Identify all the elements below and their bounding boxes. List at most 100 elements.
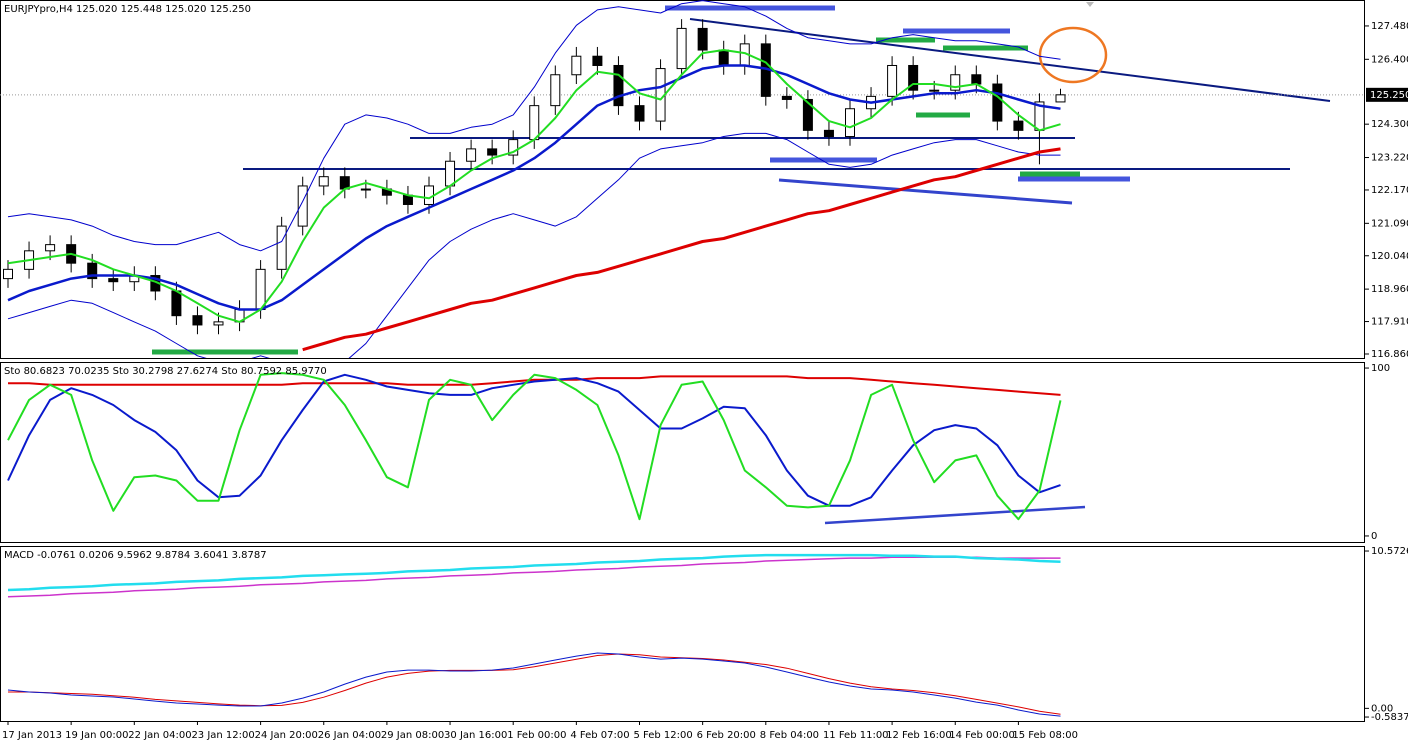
y-tick-label: 0 bbox=[1371, 531, 1377, 542]
indicator-line bbox=[7, 132, 1061, 358]
y-tick-label: 124.300 bbox=[1371, 119, 1408, 130]
candle-body bbox=[45, 244, 56, 252]
candle-body bbox=[950, 74, 961, 91]
candle-body bbox=[802, 98, 813, 131]
candle-body bbox=[887, 64, 898, 97]
candle-body bbox=[192, 315, 203, 326]
y-tick-label: 100 bbox=[1371, 363, 1390, 374]
main-frame bbox=[0, 0, 1365, 359]
last-price-label: 125.250 bbox=[1370, 90, 1408, 101]
x-tick-label: 15 Feb 08:00 bbox=[1012, 730, 1078, 741]
candle-body bbox=[360, 188, 371, 191]
candle-body bbox=[87, 262, 98, 280]
panel-title: MACD -0.0761 0.0206 9.5962 9.8784 3.6041… bbox=[4, 550, 267, 561]
y-tick-label: 116.860 bbox=[1371, 349, 1408, 360]
candle-body bbox=[1055, 94, 1066, 103]
shift-marker bbox=[1086, 2, 1094, 7]
x-tick-label: 24 Jan 20:00 bbox=[255, 730, 318, 741]
candle-body bbox=[697, 27, 708, 51]
candle-body bbox=[466, 148, 477, 162]
x-tick-label: 19 Jan 00:00 bbox=[65, 730, 128, 741]
candle-body bbox=[592, 55, 603, 66]
panel bbox=[0, 0, 1365, 358]
y-tick-label: 121.090 bbox=[1371, 218, 1408, 229]
y-tick-label: 122.170 bbox=[1371, 185, 1408, 196]
stochastic-frame bbox=[0, 362, 1365, 543]
trendline bbox=[824, 505, 1086, 525]
candle-body bbox=[908, 64, 919, 91]
x-tick-label: 4 Feb 07:00 bbox=[570, 730, 629, 741]
y-tick-label: 118.960 bbox=[1371, 284, 1408, 295]
indicator-line bbox=[7, 64, 1061, 311]
x-tick-label: 14 Feb 00:00 bbox=[949, 730, 1015, 741]
indicator-line bbox=[7, 373, 1061, 507]
candle-body bbox=[276, 225, 287, 270]
candle-body bbox=[1013, 120, 1024, 131]
panel bbox=[7, 372, 1062, 521]
x-tick-label: 8 Feb 04:00 bbox=[760, 730, 819, 741]
x-tick-label: 5 Feb 12:00 bbox=[634, 730, 693, 741]
panel bbox=[7, 553, 1061, 717]
candle-body bbox=[108, 278, 119, 283]
candle-body bbox=[424, 185, 434, 205]
candle-body bbox=[297, 185, 308, 227]
candle-body bbox=[992, 83, 1003, 122]
indicator-line bbox=[7, 556, 1061, 598]
x-tick-label: 22 Jan 04:00 bbox=[128, 730, 191, 741]
x-tick-label: 23 Jan 12:00 bbox=[191, 730, 254, 741]
y-tick-label: 117.910 bbox=[1371, 317, 1408, 328]
candle-body bbox=[508, 139, 519, 156]
y-tick-label: -0.5837 bbox=[1371, 712, 1408, 723]
candle-body bbox=[781, 95, 792, 100]
candle-body bbox=[845, 108, 855, 138]
candle-body bbox=[929, 89, 940, 92]
y-tick-label: 126.400 bbox=[1371, 54, 1408, 65]
x-tick-label: 26 Jan 04:00 bbox=[318, 730, 381, 741]
candle-body bbox=[613, 64, 624, 107]
indicator-line bbox=[7, 652, 1061, 717]
y-tick-label: 123.220 bbox=[1371, 153, 1408, 164]
candle-body bbox=[487, 148, 498, 156]
x-tick-label: 30 Jan 16:00 bbox=[444, 730, 507, 741]
candle-body bbox=[676, 27, 687, 70]
highlight-circle bbox=[1038, 26, 1108, 84]
candle-body bbox=[550, 74, 561, 107]
candle-body bbox=[3, 268, 13, 280]
candle-body bbox=[171, 290, 182, 317]
x-tick-label: 11 Feb 11:00 bbox=[823, 730, 889, 741]
x-tick-label: 1 Feb 00:00 bbox=[507, 730, 566, 741]
macd-frame bbox=[0, 546, 1365, 722]
y-tick-label: 0.00 bbox=[1371, 703, 1393, 714]
candle-body bbox=[529, 105, 540, 141]
indicator-line bbox=[302, 147, 1061, 352]
candle-body bbox=[213, 321, 224, 326]
last-price-box bbox=[1366, 87, 1408, 102]
y-tick-label: 127.480 bbox=[1371, 21, 1408, 32]
indicator-line bbox=[8, 375, 1061, 396]
y-tick-label: 120.040 bbox=[1371, 251, 1408, 262]
indicator-line bbox=[8, 653, 1061, 715]
x-tick-label: 6 Feb 20:00 bbox=[697, 730, 756, 741]
indicator-line bbox=[7, 372, 1062, 521]
candle-body bbox=[318, 176, 329, 187]
trendline bbox=[778, 178, 1073, 205]
candle-body bbox=[634, 105, 645, 122]
panel-title: EURJPYpro,H4 125.020 125.448 125.020 125… bbox=[4, 4, 251, 15]
candle-body bbox=[971, 74, 982, 85]
frames bbox=[0, 0, 1365, 722]
candle-body bbox=[823, 129, 834, 138]
indicator-line bbox=[7, 0, 1061, 252]
candle-body bbox=[571, 55, 582, 76]
x-tick-label: 12 Feb 16:00 bbox=[886, 730, 952, 741]
candle-body bbox=[718, 49, 729, 66]
y-tick-label: 10.5726 bbox=[1371, 546, 1408, 557]
x-tick-label: 29 Jan 08:00 bbox=[381, 730, 444, 741]
panel-title: Sto 80.6823 70.0235 Sto 30.2798 27.6274 … bbox=[4, 366, 327, 377]
indicator-line bbox=[7, 553, 1061, 592]
candle-body bbox=[255, 268, 266, 311]
indicator-line bbox=[7, 49, 1061, 323]
